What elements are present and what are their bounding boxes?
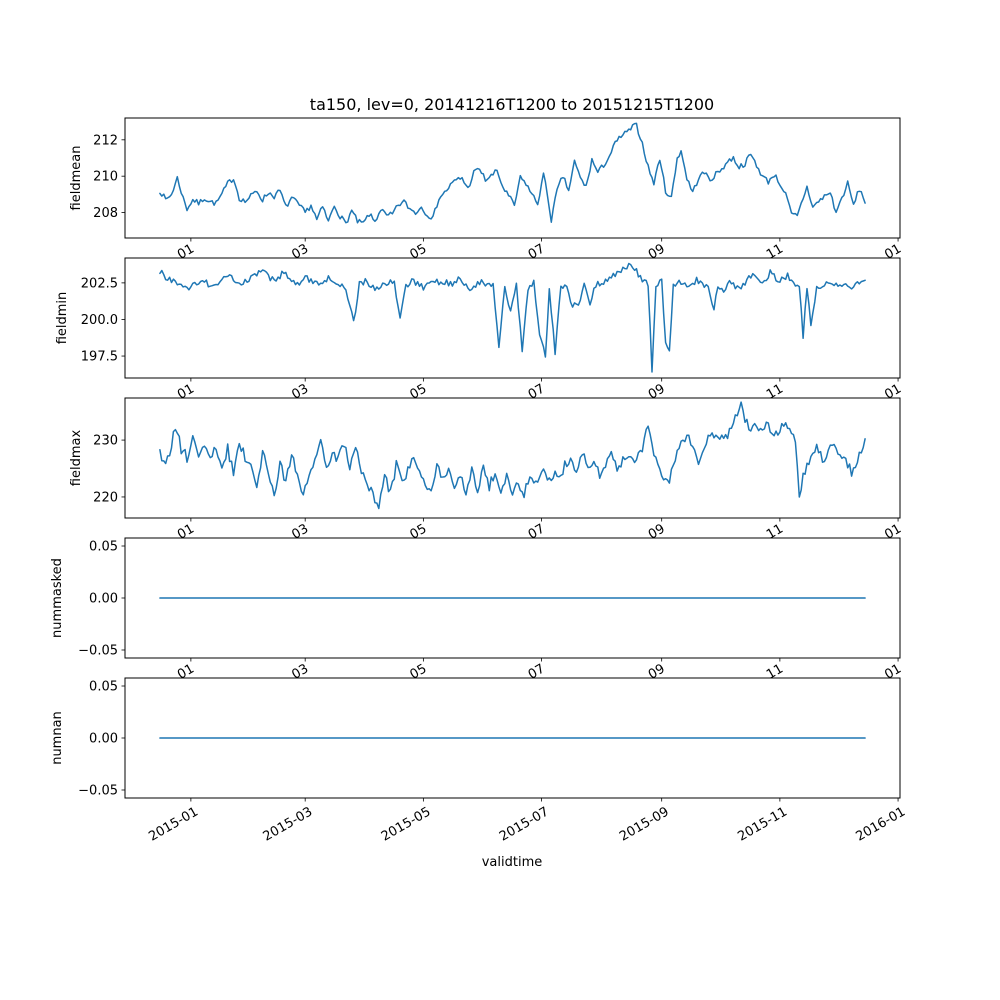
ylabel-fieldmin: fieldmin xyxy=(55,292,70,345)
x-tick-label: 09 xyxy=(646,241,668,262)
y-tick-label: 220 xyxy=(93,490,118,505)
x-tick-label: 2015-05 xyxy=(379,804,434,844)
plot-area xyxy=(159,262,866,373)
x-tick-label: 05 xyxy=(408,381,430,402)
y-tick-label: 0.00 xyxy=(89,592,118,607)
x-tick-label: 05 xyxy=(408,661,430,682)
x-tick-label: 09 xyxy=(646,381,668,402)
x-tick-label: 01 xyxy=(882,241,904,262)
line-fieldmax xyxy=(159,401,866,510)
x-tick-label: 2016-01 xyxy=(854,804,909,844)
y-tick-label: 212 xyxy=(93,133,118,148)
x-tick-label: 07 xyxy=(526,521,548,542)
x-tick-label: 03 xyxy=(289,521,311,542)
ylabel-fieldmean: fieldmean xyxy=(69,146,84,211)
ylabel-fieldmax: fieldmax xyxy=(69,430,84,487)
ylabel-numnan: numnan xyxy=(50,711,65,765)
axes-border xyxy=(124,397,901,519)
y-tick-label: 197.5 xyxy=(81,350,118,365)
x-tick-label: 05 xyxy=(408,521,430,542)
y-tick-label: 210 xyxy=(93,170,118,185)
line-fieldmean xyxy=(159,122,866,224)
x-tick-label: 07 xyxy=(526,661,548,682)
axes-border xyxy=(124,257,901,379)
x-tick-label: 03 xyxy=(289,241,311,262)
plots-group: 208 210 212 01 03 05 07 09 11 01 197.5 200.0 202.5 01… xyxy=(78,117,909,845)
x-tick-label: 09 xyxy=(646,661,668,682)
x-tick-label: 11 xyxy=(764,381,786,402)
subplot-fieldmax: 220 230 01 03 05 07 09 11 01 xyxy=(93,397,904,543)
x-tick-label: 01 xyxy=(175,521,197,542)
plot-area xyxy=(159,401,866,510)
y-tick-label: 200.0 xyxy=(81,313,118,328)
x-tick-label: 11 xyxy=(764,661,786,682)
x-tick-label: 01 xyxy=(175,381,197,402)
y-tick-label: 208 xyxy=(93,206,118,221)
figure-title: ta150, lev=0, 20141216T1200 to 20151215T… xyxy=(310,95,714,114)
x-tick-label: 01 xyxy=(882,661,904,682)
x-tick-label: 09 xyxy=(646,521,668,542)
axes-border xyxy=(124,117,901,239)
x-tick-label: 2015-09 xyxy=(617,804,672,844)
x-tick-label: 2015-03 xyxy=(261,804,316,844)
x-tick-label: 11 xyxy=(764,241,786,262)
ylabel-nummasked: nummasked xyxy=(50,558,65,638)
y-tick-label: 0.00 xyxy=(89,732,118,747)
x-tick-label: 2015-01 xyxy=(146,804,201,844)
x-tick-label: 05 xyxy=(408,241,430,262)
x-tick-label: 07 xyxy=(526,381,548,402)
y-tick-label: 202.5 xyxy=(81,276,118,291)
x-tick-label: 01 xyxy=(882,381,904,402)
y-tick-label: −0.05 xyxy=(78,783,118,798)
y-tick-label: 0.05 xyxy=(89,680,118,695)
y-tick-label: 230 xyxy=(93,434,118,449)
y-tick-label: 0.05 xyxy=(89,540,118,555)
x-tick-label: 01 xyxy=(175,661,197,682)
x-tick-label: 2015-11 xyxy=(735,804,790,844)
xlabel-validtime: validtime xyxy=(482,855,543,870)
subplot-fieldmean: 208 210 212 01 03 05 07 09 11 01 xyxy=(93,117,904,263)
x-tick-label: 11 xyxy=(764,521,786,542)
x-tick-label: 03 xyxy=(289,661,311,682)
x-tick-label: 07 xyxy=(526,241,548,262)
subplot-nummasked: −0.05 0.00 0.05 01 03 05 07 09 11 01 xyxy=(78,537,904,683)
y-tick-label: −0.05 xyxy=(78,643,118,658)
subplot-fieldmin: 197.5 200.0 202.5 01 03 05 07 09 11 01 xyxy=(81,257,904,403)
x-tick-label: 01 xyxy=(882,521,904,542)
plot-area xyxy=(159,122,866,224)
x-tick-label: 01 xyxy=(175,241,197,262)
subplot-numnan: −0.05 0.00 0.05 2015-01 2015-03 2015-05 2015-0… xyxy=(78,677,909,845)
line-fieldmin xyxy=(159,262,866,373)
x-tick-label: 03 xyxy=(289,381,311,402)
x-tick-label: 2015-07 xyxy=(497,804,552,844)
